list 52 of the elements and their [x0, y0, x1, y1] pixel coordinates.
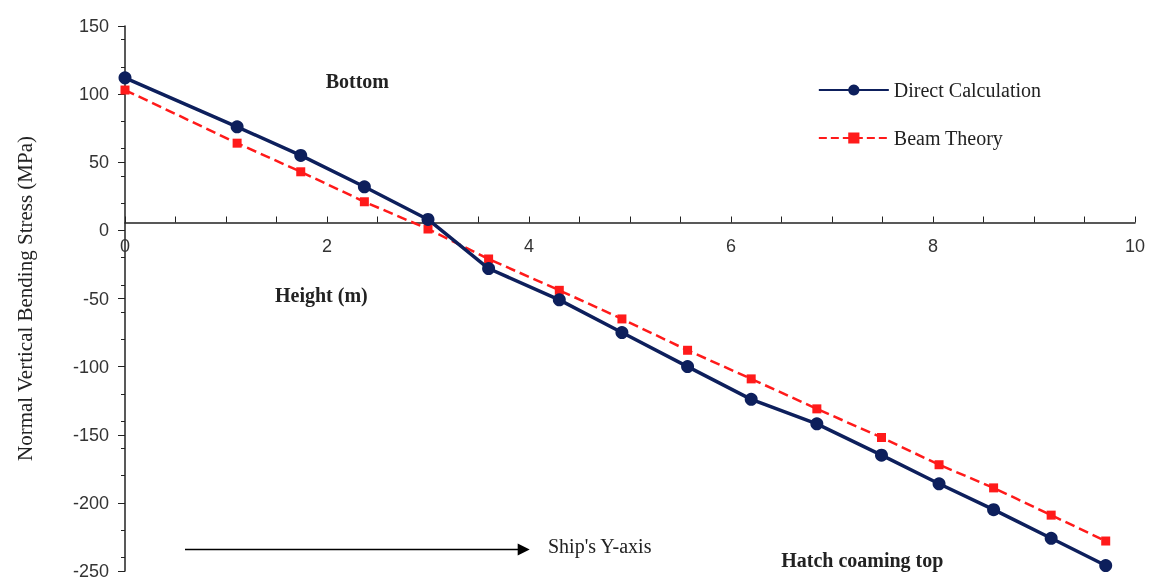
- point: [1099, 559, 1113, 573]
- point: [746, 374, 756, 384]
- x-tick-label: 10: [1124, 235, 1146, 256]
- point: [120, 85, 130, 95]
- x-tick-label: 4: [523, 235, 535, 256]
- y-tick-label: -100: [72, 356, 109, 377]
- x-tick-label: 8: [927, 235, 939, 256]
- y-tick-label: -200: [72, 492, 109, 513]
- point: [615, 326, 629, 340]
- point: [232, 138, 242, 148]
- legend-label: Direct Calculation: [893, 79, 1041, 101]
- x-tick-label: 6: [725, 235, 737, 256]
- y-tick-label: -50: [82, 288, 109, 309]
- annotation: Bottom: [325, 69, 390, 92]
- point: [359, 197, 369, 207]
- point: [934, 460, 944, 470]
- point: [357, 180, 371, 194]
- point: [932, 477, 946, 491]
- point: [484, 254, 494, 264]
- annotation: Hatch coaming top: [781, 549, 944, 573]
- point: [1101, 536, 1111, 546]
- y-tick-label: 0: [98, 220, 109, 241]
- point: [617, 314, 627, 324]
- point: [296, 167, 306, 177]
- point: [1046, 510, 1056, 520]
- y-tick-label: -250: [72, 561, 109, 581]
- y-axis-title: Normal Vertical Bending Stress (MPa): [12, 135, 37, 462]
- x-tick-label: 2: [321, 235, 333, 256]
- point: [294, 148, 308, 162]
- point: [118, 71, 132, 85]
- point: [683, 345, 693, 355]
- point: [875, 448, 888, 462]
- point: [810, 417, 824, 431]
- annotation: Ship's Y-axis: [547, 535, 652, 559]
- x-axis-title: Height (m): [275, 284, 368, 308]
- point: [681, 360, 695, 374]
- point: [423, 224, 433, 234]
- point: [421, 212, 435, 226]
- y-tick-label: 100: [78, 84, 109, 105]
- point: [989, 483, 999, 493]
- point: [987, 503, 1001, 517]
- point: [744, 392, 758, 406]
- y-tick-label: 50: [88, 152, 109, 173]
- point: [1044, 531, 1058, 545]
- point: [230, 120, 244, 134]
- y-tick-label: 150: [78, 16, 109, 36]
- y-tick-label: -150: [72, 424, 109, 445]
- point: [482, 262, 496, 276]
- legend-label: Beam Theory: [893, 127, 1003, 150]
- point: [552, 293, 566, 307]
- point: [876, 432, 886, 442]
- point: [812, 404, 822, 414]
